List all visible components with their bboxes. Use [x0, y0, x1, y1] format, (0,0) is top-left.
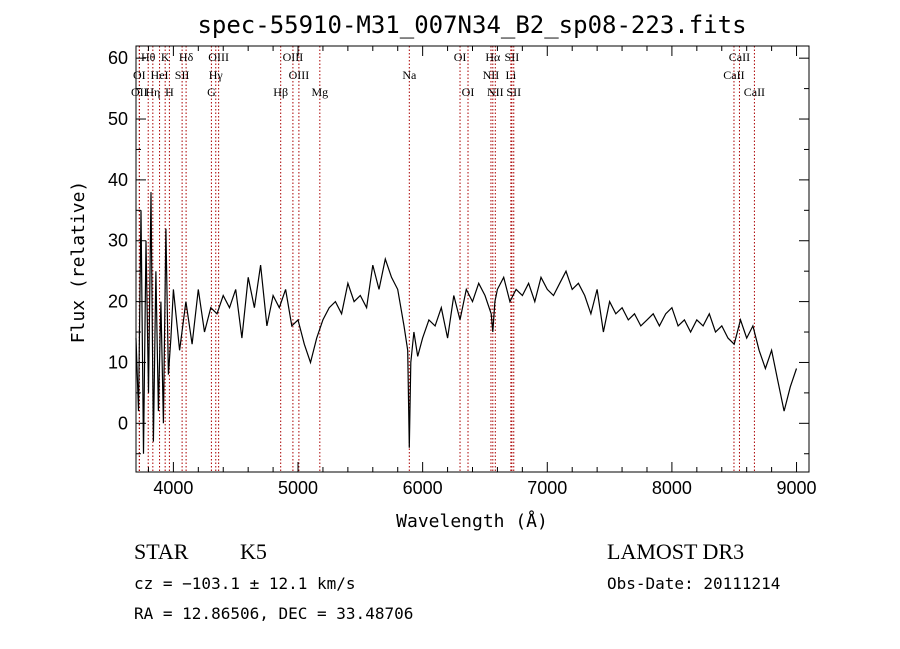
object-type: STAR [134, 539, 189, 564]
line-label: CaII [723, 68, 744, 82]
line-label: HeI [151, 68, 169, 82]
plot-frame [135, 45, 810, 473]
line-label: OIII [283, 50, 304, 64]
line-label: Hδ [179, 50, 194, 64]
line-label: OI [454, 50, 467, 64]
spectrum-series [135, 192, 798, 454]
y-tick-label: 40 [108, 170, 128, 190]
x-axis-label: Wavelength (Å) [396, 510, 548, 532]
x-tick-label: 9000 [777, 478, 817, 498]
y-tick-label: 50 [108, 109, 128, 129]
chart-title: spec-55910-M31_007N34_B2_sp08-223.fits [197, 11, 746, 39]
coordinates: RA = 12.86506, DEC = 33.48706 [134, 604, 414, 623]
line-label: Li [506, 68, 517, 82]
survey-name: LAMOST DR3 [607, 539, 745, 564]
line-label: Hγ [209, 68, 224, 82]
axes: 4000 5000 6000 7000 8000 9000 0 10 20 30 40 50 60 [108, 46, 817, 498]
y-tick-label: 30 [108, 231, 128, 251]
emission-line-labels: Hθ K Hδ OIII OIII OI Hα SII CaII OI HeI SII Hγ OIII Na… [131, 50, 765, 99]
line-label: Na [402, 68, 417, 82]
line-label: H [165, 85, 174, 99]
y-tick-label: 10 [108, 352, 128, 372]
line-label: OIII [208, 50, 229, 64]
observation-date: Obs-Date: 20111214 [607, 574, 781, 593]
line-label: OIII [289, 68, 310, 82]
y-tick-label: 0 [118, 413, 128, 433]
object-subclass: K5 [240, 539, 267, 564]
line-label: Mg [311, 85, 328, 99]
line-label: G [207, 85, 216, 99]
line-label: NII [487, 85, 504, 99]
y-axis-label: Flux (relative) [68, 181, 89, 344]
redshift-velocity: cz = −103.1 ± 12.1 km/s [134, 574, 356, 593]
line-label: SII [505, 50, 520, 64]
x-tick-label: 5000 [278, 478, 318, 498]
line-label: OI [133, 68, 146, 82]
x-tick-label: 8000 [652, 478, 692, 498]
line-label: K [161, 50, 170, 64]
line-label: SII [506, 85, 521, 99]
y-tick-label: 60 [108, 48, 128, 68]
y-tick-label: 20 [108, 292, 128, 312]
x-tick-label: 7000 [527, 478, 567, 498]
line-label: Hη [145, 85, 160, 99]
line-label: Hθ [141, 50, 156, 64]
line-label: OI [462, 85, 475, 99]
x-tick-label: 6000 [403, 478, 443, 498]
line-label: Hβ [273, 85, 288, 99]
line-label: SII [175, 68, 190, 82]
line-label: NII [483, 68, 500, 82]
x-tick-label: 4000 [153, 478, 193, 498]
line-label: CaII [744, 85, 765, 99]
line-label: OII [131, 85, 148, 99]
line-label: CaII [729, 50, 750, 64]
line-label: Hα [485, 50, 501, 64]
emission-line-markers [138, 46, 755, 472]
